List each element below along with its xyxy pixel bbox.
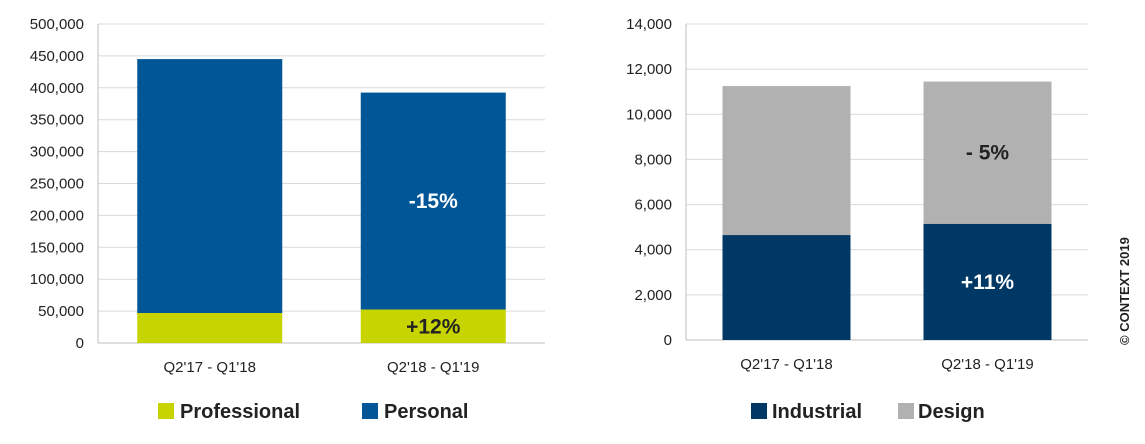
y-tick-label-2: 10,000 (626, 106, 672, 123)
legend-label-industrial: Industrial (772, 401, 862, 423)
x-tick-label: Q2'17 - Q1'18 (740, 356, 832, 373)
legend-swatch-professional (158, 403, 174, 419)
bar-professional-2 (360, 309, 506, 343)
y-tick-label-1: 100,000 (30, 271, 84, 288)
y-tick-label-1: 250,000 (30, 176, 84, 193)
y-tick-label-1: 400,000 (30, 80, 84, 97)
y-tick-label-2: 4,000 (634, 242, 672, 259)
y-tick-label-1: 50,000 (38, 303, 84, 320)
bar-design-2 (923, 81, 1052, 224)
bar-industrial-1 (722, 235, 851, 340)
y-tick-label-2: 14,000 (626, 16, 672, 33)
legend-label-design: Design (918, 401, 985, 423)
bar-professional-1 (137, 313, 283, 343)
x-tick-label: Q2'17 - Q1'18 (164, 359, 256, 376)
x-tick-label: Q2'18 - Q1'19 (941, 356, 1033, 373)
x-tick-label: Q2'18 - Q1'19 (387, 359, 479, 376)
y-tick-label-2: 8,000 (634, 151, 672, 168)
copyright-text: © CONTEXT 2019 (1117, 237, 1132, 345)
data-label: -15% (409, 190, 458, 213)
legend-swatch-industrial (751, 403, 767, 419)
bar-personal-2 (360, 92, 506, 310)
legend-swatch-design (898, 403, 914, 419)
bar-industrial-2 (923, 223, 1052, 340)
data-label: +12% (406, 315, 461, 338)
bar-design-1 (722, 86, 851, 236)
y-tick-label-1: 300,000 (30, 144, 84, 161)
bar-personal-1 (137, 59, 283, 314)
legend-label-personal: Personal (384, 401, 468, 423)
data-label: - 5% (966, 142, 1010, 165)
legend-label-professional: Professional (180, 401, 300, 423)
y-tick-label-1: 0 (76, 335, 84, 352)
y-tick-label-1: 500,000 (30, 16, 84, 33)
y-tick-label-2: 2,000 (634, 287, 672, 304)
y-tick-label-2: 0 (664, 332, 672, 349)
y-tick-label-1: 350,000 (30, 112, 84, 129)
y-tick-label-2: 12,000 (626, 61, 672, 78)
y-tick-label-1: 150,000 (30, 239, 84, 256)
y-tick-label-1: 200,000 (30, 207, 84, 224)
legend-swatch-personal (362, 403, 378, 419)
data-label: +11% (961, 271, 1014, 294)
y-tick-label-2: 6,000 (634, 197, 672, 214)
y-tick-label-1: 450,000 (30, 48, 84, 65)
